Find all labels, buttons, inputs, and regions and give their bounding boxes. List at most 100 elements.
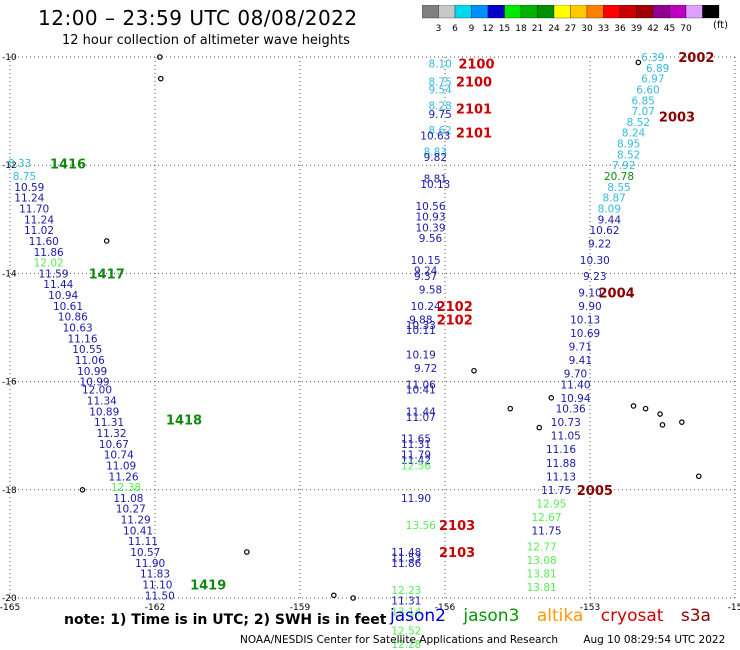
pass-number-label: 2004 bbox=[598, 286, 634, 301]
wave-height-label: 11.31 bbox=[401, 439, 431, 451]
wave-height-label: 11.90 bbox=[401, 493, 431, 505]
color-scale-label: 24 bbox=[548, 24, 560, 34]
wave-height-label: 13.81 bbox=[527, 569, 557, 581]
wave-height-label: 9.37 bbox=[414, 271, 437, 283]
x-tick-label: -15 bbox=[728, 603, 740, 613]
wave-height-label: 10.57 bbox=[130, 547, 160, 559]
color-scale-label: 3 bbox=[436, 24, 442, 34]
wave-height-label: 9.75 bbox=[428, 109, 451, 121]
legend-s3a: s3a bbox=[680, 606, 711, 626]
wave-height-label: 9.82 bbox=[424, 152, 447, 164]
island-outline bbox=[507, 405, 514, 412]
wave-height-label: 12.02 bbox=[34, 258, 64, 270]
wave-height-label: 11.34 bbox=[87, 396, 117, 408]
pass-number-label: 1418 bbox=[166, 413, 202, 428]
wave-height-label: 10.33 bbox=[406, 320, 436, 332]
wave-height-label: 10.56 bbox=[415, 201, 445, 213]
wave-height-label: 12.23 bbox=[391, 585, 421, 597]
island-outline bbox=[331, 592, 337, 599]
legend-altika: altika bbox=[536, 606, 584, 626]
wave-height-label: 11.10 bbox=[142, 579, 172, 591]
wave-height-label: 8.52 bbox=[627, 117, 650, 129]
y-tick-label: -18 bbox=[2, 486, 17, 496]
pass-number-label: 1417 bbox=[89, 267, 125, 282]
wave-height-label: 11.50 bbox=[145, 590, 175, 602]
island-outline bbox=[350, 595, 356, 601]
color-scale-label: 27 bbox=[565, 24, 576, 34]
wave-height-label: 11.42 bbox=[401, 455, 431, 467]
island-outline bbox=[548, 395, 555, 401]
wave-height-label: 11.06 bbox=[406, 379, 436, 391]
wave-height-label: 8.55 bbox=[607, 182, 630, 194]
wave-height-label: 9.90 bbox=[578, 301, 601, 313]
pass-number-label: 2102 bbox=[437, 313, 473, 328]
wave-height-label: 10.24 bbox=[411, 301, 441, 313]
color-swatch bbox=[702, 5, 720, 19]
wave-height-label: 10.41 bbox=[123, 525, 153, 537]
pass-number-label: 1416 bbox=[50, 158, 86, 173]
x-tick-label: -153 bbox=[580, 603, 600, 613]
wave-height-label: 12.56 bbox=[401, 460, 431, 472]
footer-credit: NOAA/NESDIS Center for Satellite Applica… bbox=[240, 634, 558, 646]
wave-height-label: 10.69 bbox=[570, 328, 600, 340]
color-scale-label: 42 bbox=[647, 24, 658, 34]
wave-height-label: 10.67 bbox=[99, 439, 129, 451]
island-outline bbox=[79, 486, 86, 493]
pass-number-label: 2100 bbox=[458, 57, 494, 72]
wave-height-label: 6.39 bbox=[641, 52, 664, 64]
wave-height-label: 10.89 bbox=[89, 406, 119, 418]
wave-height-label: 9.10 bbox=[578, 287, 601, 299]
wave-height-label: 9.72 bbox=[414, 363, 437, 375]
island-outline bbox=[695, 473, 702, 480]
wave-height-label: 10.15 bbox=[411, 255, 441, 267]
color-scale-label: 18 bbox=[515, 24, 527, 34]
island-outline bbox=[103, 238, 110, 244]
wave-height-label: 7.92 bbox=[612, 160, 635, 172]
wave-height-label: 10.41 bbox=[406, 385, 436, 397]
wave-height-label: 10.61 bbox=[53, 301, 83, 313]
pass-number-label: 2005 bbox=[577, 484, 613, 499]
island-outline bbox=[471, 367, 477, 374]
color-scale-label: 12 bbox=[482, 24, 493, 34]
wave-height-label: 11.53 bbox=[391, 552, 421, 564]
wave-height-label: 9.41 bbox=[569, 355, 592, 367]
pass-number-label: 2100 bbox=[456, 75, 492, 90]
wave-height-label: 12.95 bbox=[536, 498, 566, 510]
color-scale-label: 9 bbox=[469, 24, 475, 34]
wave-height-label: 11.48 bbox=[391, 547, 421, 559]
wave-height-label: 10.94 bbox=[560, 393, 590, 405]
wave-height-label: 12.67 bbox=[531, 512, 561, 524]
wave-height-label: 10.13 bbox=[570, 314, 600, 326]
legend-cryosat: cryosat bbox=[600, 606, 664, 626]
wave-height-label: 9.70 bbox=[564, 368, 587, 380]
wave-height-label: 10.86 bbox=[58, 312, 88, 324]
wave-height-label: 10.73 bbox=[551, 417, 581, 429]
wave-height-label: 10.27 bbox=[116, 504, 146, 516]
wave-height-label: 11.86 bbox=[34, 247, 64, 259]
y-tick-label: -20 bbox=[2, 594, 17, 604]
wave-height-label: 8.62 bbox=[428, 125, 451, 137]
pass-number-label: 2102 bbox=[437, 300, 473, 315]
wave-height-label: 10.62 bbox=[589, 225, 619, 237]
color-scale-label: 39 bbox=[631, 24, 643, 34]
wave-height-label: 7.07 bbox=[631, 106, 654, 118]
wave-height-label: 9.23 bbox=[583, 271, 606, 283]
wave-height-label: 11.31 bbox=[391, 596, 421, 608]
wave-height-label: 10.93 bbox=[415, 212, 445, 224]
wave-height-label: 11.02 bbox=[24, 225, 54, 237]
island-outline bbox=[630, 403, 637, 409]
pass-number-label: 2103 bbox=[439, 519, 475, 534]
wave-height-label: 11.29 bbox=[121, 515, 151, 527]
color-scale-label: 45 bbox=[664, 24, 675, 34]
pass-number-label: 2003 bbox=[659, 111, 695, 126]
wave-height-label: 10.94 bbox=[48, 290, 78, 302]
wave-height-label: 11.79 bbox=[401, 450, 431, 462]
wave-height-label: 13.56 bbox=[406, 520, 436, 532]
wave-height-label: 10.19 bbox=[406, 350, 436, 362]
wave-height-label: 11.65 bbox=[401, 433, 431, 445]
wave-height-label: 10.36 bbox=[556, 404, 586, 416]
island-outline bbox=[635, 59, 642, 66]
wave-height-label: 9.88 bbox=[409, 314, 432, 326]
wave-height-label: 8.75 bbox=[428, 76, 451, 88]
wave-height-label: 10.55 bbox=[72, 344, 102, 356]
